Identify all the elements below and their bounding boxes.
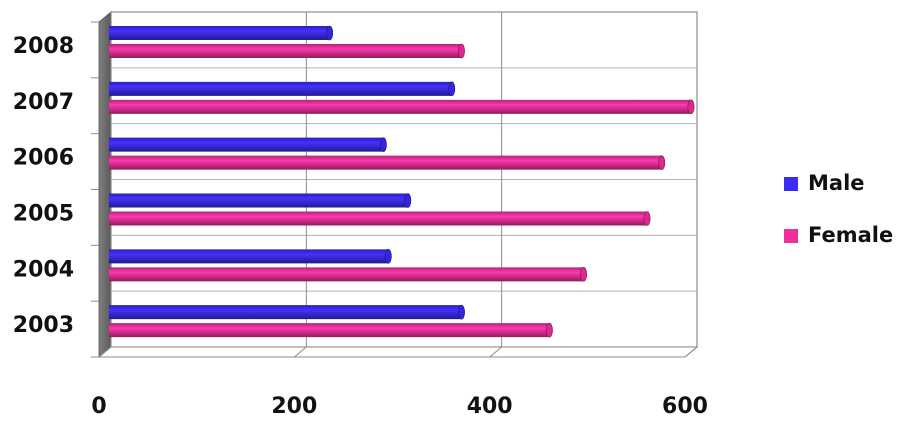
bar-female-2006 — [109, 155, 665, 170]
legend-swatch-female — [784, 229, 798, 243]
y-tick-label: 2007 — [13, 90, 74, 115]
x-tick-label: 0 — [91, 394, 106, 419]
legend-label-male: Male — [808, 171, 865, 195]
x-tick-label: 400 — [467, 394, 513, 419]
y-tick-label: 2005 — [13, 201, 74, 226]
bar-cap-male-2004 — [384, 249, 392, 264]
bar-male-2005 — [109, 193, 411, 208]
x-axis-floor-line — [684, 346, 698, 358]
bar-cap-female-2003 — [545, 322, 553, 338]
x-axis-floor-line — [98, 346, 112, 358]
bar-female-2007 — [109, 99, 695, 114]
x-axis-floor-line — [489, 346, 502, 358]
bar-female-2005 — [109, 211, 651, 226]
bar-cap-female-2007 — [687, 99, 695, 115]
bar-male-2007 — [109, 81, 455, 96]
y-tick-label: 2003 — [13, 313, 74, 338]
bar-cap-male-2005 — [404, 193, 412, 208]
bar-cap-female-2004 — [580, 267, 588, 282]
x-axis-floor-line — [294, 346, 307, 358]
bar-cap-male-2008 — [326, 25, 334, 41]
bar-male-2006 — [109, 137, 387, 152]
plot-floor — [97, 346, 699, 358]
bar-female-2003 — [109, 323, 553, 338]
bar-female-2004 — [109, 267, 587, 282]
y-tick-label: 2006 — [13, 146, 74, 171]
y-tick-label: 2008 — [13, 34, 74, 59]
x-tick-label: 600 — [662, 394, 708, 419]
legend-label-female: Female — [808, 223, 893, 247]
bar-female-2008 — [109, 44, 465, 58]
bar-cap-female-2005 — [643, 211, 651, 226]
bar-cap-male-2006 — [379, 137, 387, 152]
legend-swatch-male — [784, 177, 798, 191]
bar-male-2003 — [109, 305, 465, 320]
bar-cap-male-2007 — [448, 81, 456, 97]
x-tick-label: 200 — [271, 394, 317, 419]
bar-cap-male-2003 — [458, 304, 465, 320]
y-tick-label: 2004 — [13, 257, 74, 282]
bar-cap-female-2008 — [458, 43, 465, 59]
bar-cap-female-2006 — [658, 155, 666, 170]
bar-male-2008 — [109, 26, 333, 40]
bar-male-2004 — [109, 249, 392, 264]
